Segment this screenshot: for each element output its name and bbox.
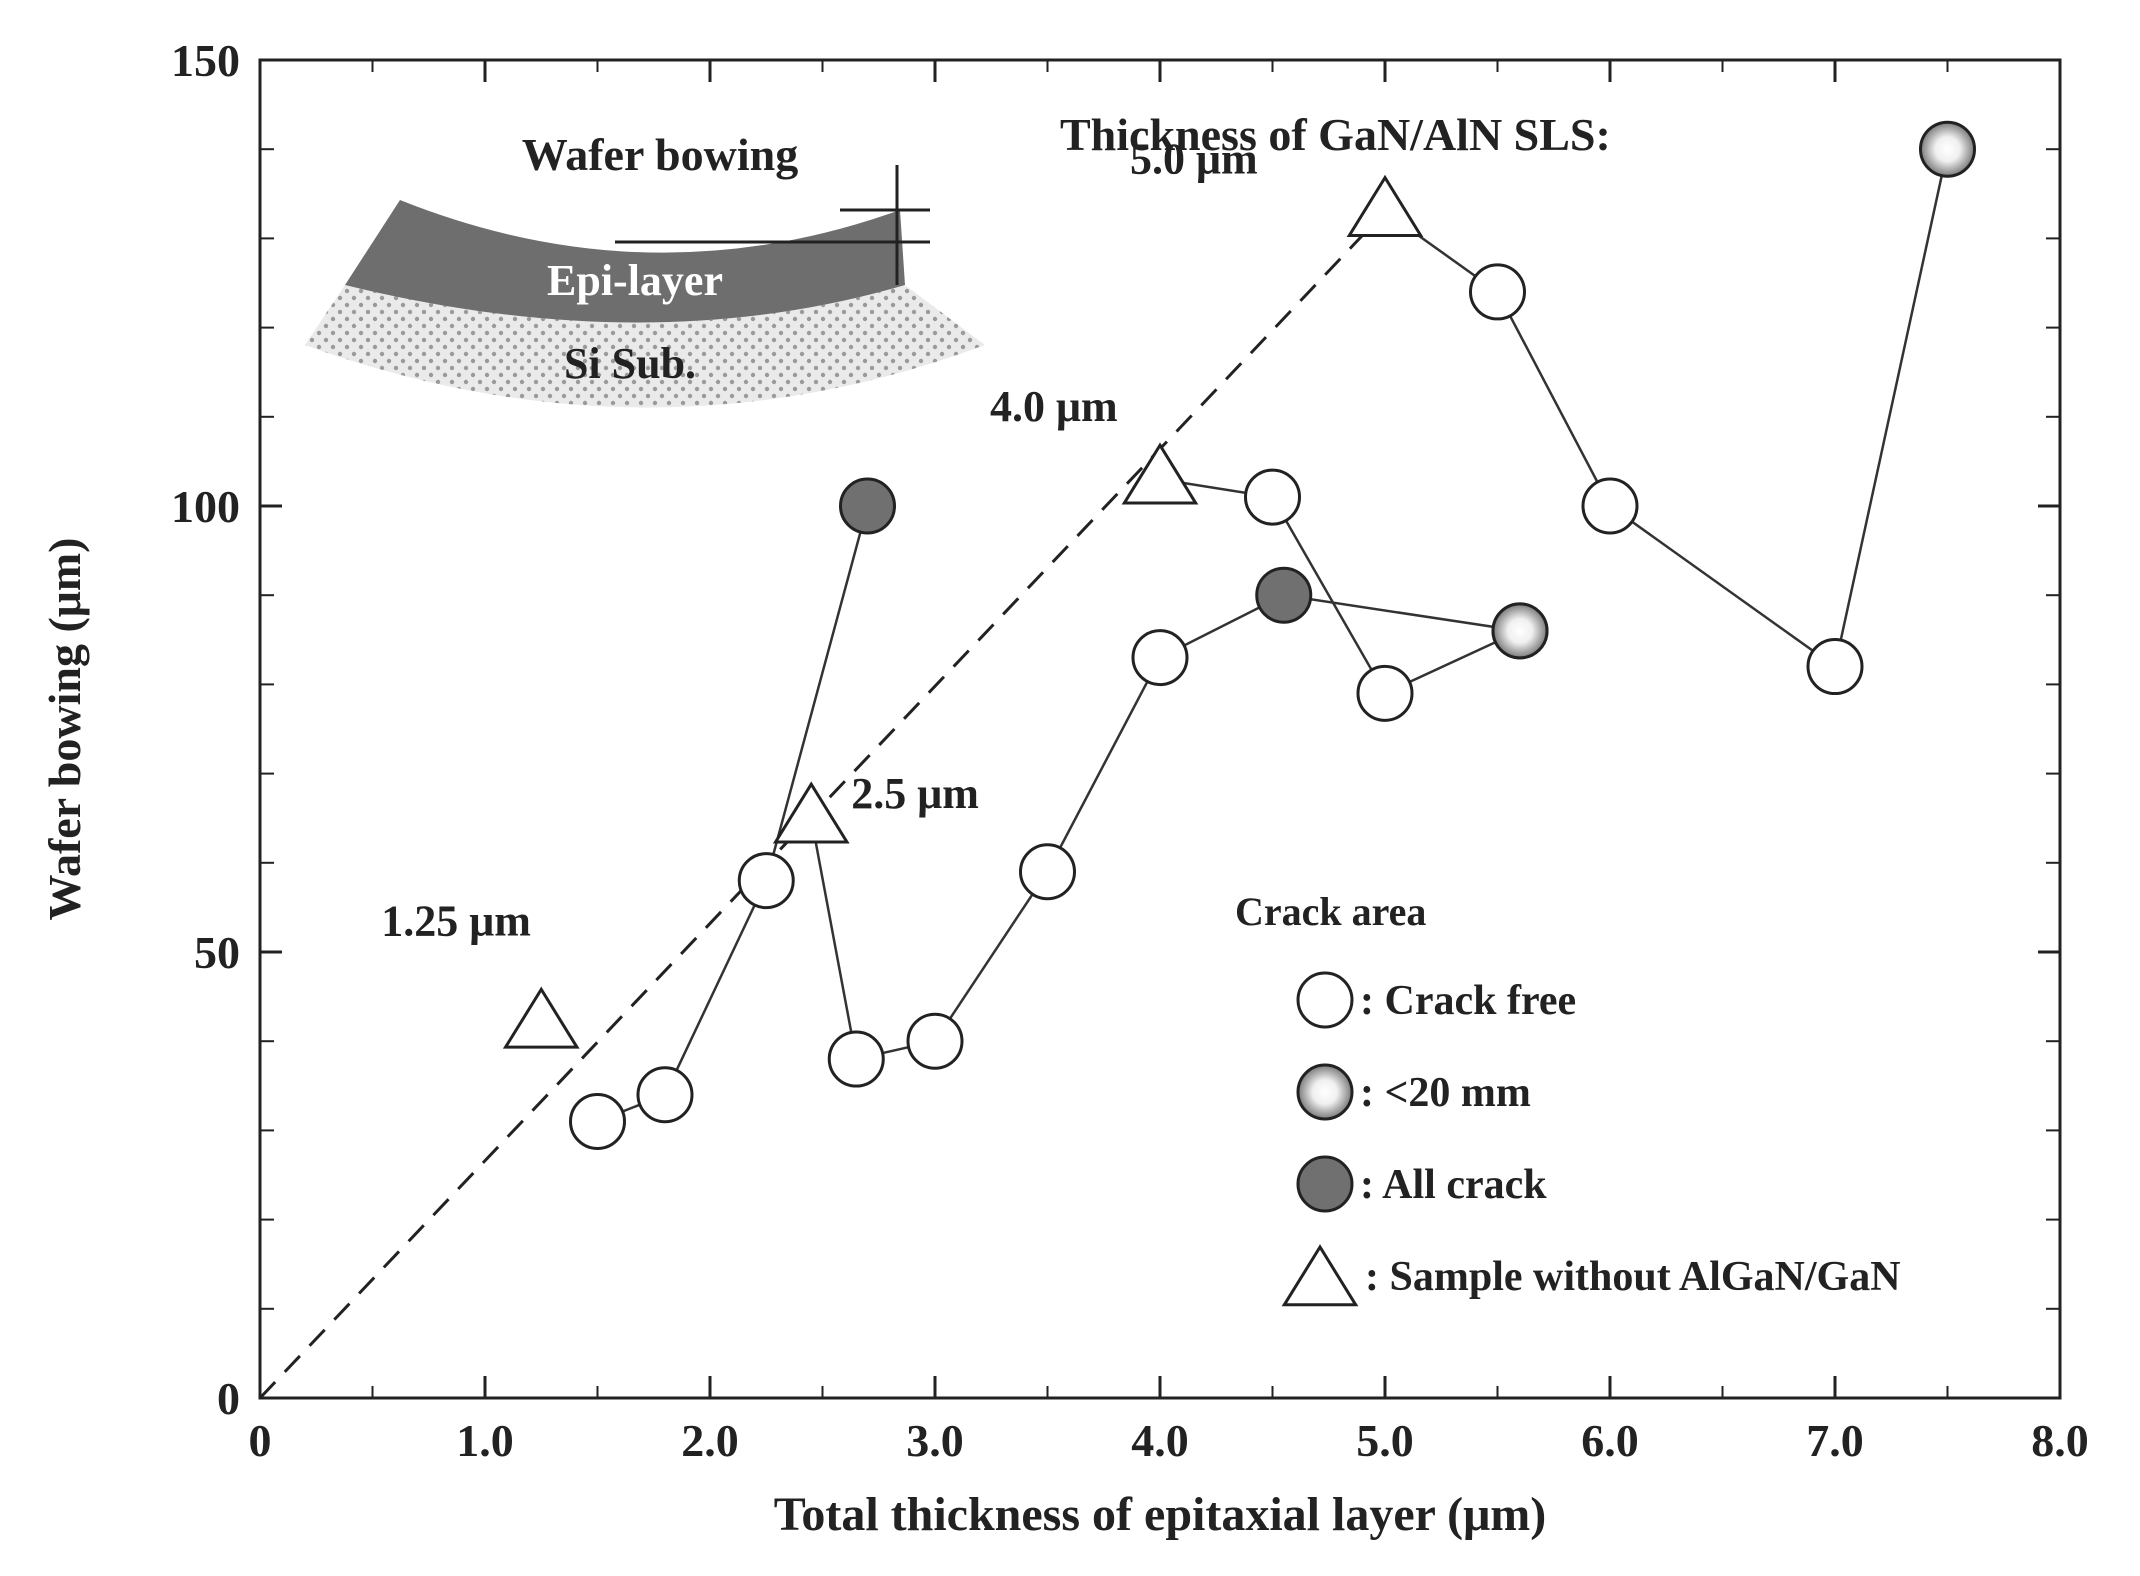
x-tick-label: 2.0	[681, 1415, 739, 1466]
triangle-label: 2.5 μm	[851, 769, 979, 818]
x-tick-label: 1.0	[456, 1415, 514, 1466]
y-tick-label: 0	[217, 1373, 240, 1424]
si-sub-label: Si Sub.	[564, 339, 696, 388]
reference-line	[258, 210, 1387, 1400]
legend-circle-symbol	[1296, 1155, 1354, 1213]
data-point-partial	[1491, 602, 1549, 660]
data-point-all	[1255, 566, 1313, 624]
legend-item-label: : Sample without AlGaN/GaN	[1365, 1254, 1901, 1300]
data-point-all	[839, 477, 896, 535]
x-tick-label: 3.0	[906, 1415, 964, 1466]
x-tick-label: 5.0	[1356, 1415, 1414, 1466]
x-axis-label: Total thickness of epitaxial layer (μm)	[774, 1488, 1547, 1541]
y-axis-label: Wafer bowing (μm)	[39, 538, 90, 921]
legend-circle-symbol	[1296, 971, 1354, 1029]
data-point-free	[827, 1030, 885, 1088]
data-markers	[502, 120, 1976, 1150]
data-point-free	[1244, 468, 1301, 526]
triangle-label: 5.0 μm	[1130, 135, 1258, 184]
data-point-free	[1581, 477, 1639, 535]
triangle-label: 1.25 μm	[381, 896, 531, 945]
data-point-free	[636, 1066, 694, 1124]
data-point-free	[1469, 263, 1526, 321]
series-line-4	[1384, 148, 1949, 669]
legend-triangle-symbol	[1281, 1244, 1359, 1307]
triangle-point	[1121, 442, 1199, 505]
x-tick-label: 0	[249, 1415, 272, 1466]
legend-item-label: : <20 mm	[1360, 1070, 1531, 1116]
wafer-bowing-inset: Wafer bowing Epi-layer Si Sub.	[305, 129, 985, 408]
series-line-3	[1159, 478, 1521, 695]
data-point-free	[1131, 629, 1189, 687]
legend: Crack area : Crack free : <20 mm : All cra…	[1235, 889, 1901, 1307]
data-point-free	[1806, 638, 1864, 696]
y-tick-label: 100	[171, 481, 240, 532]
sls-thickness-title: Thickness of GaN/AlN SLS:	[1060, 109, 1611, 160]
x-tick-label: 7.0	[1806, 1415, 1864, 1466]
legend-circle-symbol	[1296, 1063, 1354, 1121]
triangle-point	[772, 781, 850, 844]
data-point-free	[1019, 843, 1076, 901]
data-point-free	[906, 1012, 964, 1070]
reference-dashed-line	[258, 210, 1387, 1400]
data-point-free	[737, 852, 795, 910]
axis-ticks: 0 1.0 2.0 3.0 4.0 5.0 6.0 7.0 8.0 0 50 100 150	[171, 35, 2089, 1466]
x-tick-label: 4.0	[1131, 1415, 1189, 1466]
triangle-label: 4.0 μm	[990, 382, 1118, 431]
data-point-free	[569, 1092, 626, 1150]
y-tick-label: 150	[171, 35, 240, 86]
si-substrate	[305, 285, 985, 408]
inset-title: Wafer bowing	[522, 129, 798, 180]
triangle-point	[502, 986, 580, 1049]
legend-title: Crack area	[1235, 889, 1426, 934]
legend-item-label: : Crack free	[1360, 978, 1576, 1024]
data-point-partial	[1919, 120, 1976, 178]
triangle-labels: 1.25 μm 2.5 μm 4.0 μm 5.0 μm	[381, 135, 1257, 946]
series-line-1	[597, 505, 869, 1123]
y-tick-label: 50	[194, 927, 240, 978]
epi-layer-label: Epi-layer	[547, 256, 723, 305]
x-tick-label: 8.0	[2031, 1415, 2089, 1466]
data-point-free	[1356, 664, 1414, 722]
x-tick-label: 6.0	[1581, 1415, 1639, 1466]
epi-layer	[345, 200, 905, 323]
triangle-point	[1346, 174, 1424, 237]
legend-item-label: : All crack	[1360, 1162, 1547, 1208]
